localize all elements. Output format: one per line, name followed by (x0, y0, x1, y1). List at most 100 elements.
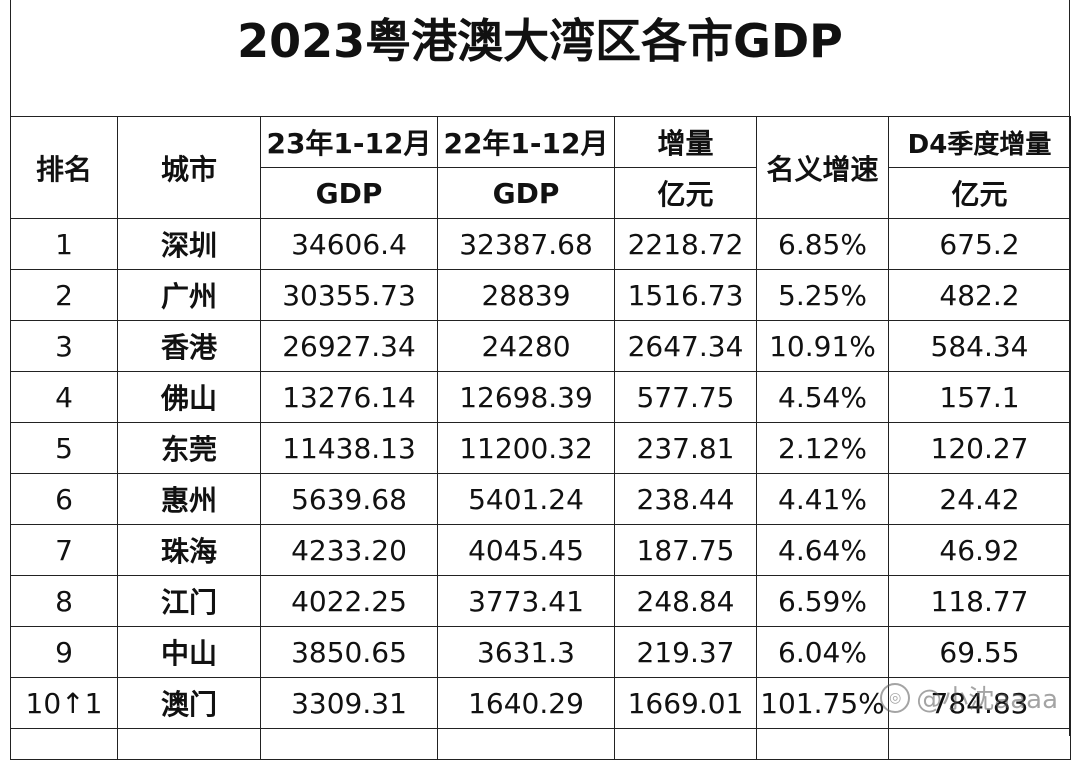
header-row: 排名 城市 23年1-12月 22年1-12月 增量 名义增速 D4季度增量 (10, 116, 1071, 219)
cell-gdp22: 11200.32 (437, 422, 615, 474)
cell-gdp23: 26927.34 (260, 320, 438, 372)
cell-increase: 2647.34 (614, 320, 757, 372)
cell-gdp23: 5639.68 (260, 473, 438, 525)
cell-city: 佛山 (117, 371, 261, 423)
cell-increase: 1516.73 (614, 269, 757, 321)
cell-gdp22: 3773.41 (437, 575, 615, 627)
header-growth: 名义增速 (756, 116, 889, 219)
cell-increase: 237.81 (614, 422, 757, 474)
cell-q4: 120.27 (888, 422, 1071, 474)
weibo-icon: ◎ (880, 682, 911, 713)
cell-partial (117, 728, 261, 760)
cell-gdp22: 24280 (437, 320, 615, 372)
cell-q4: 482.2 (888, 269, 1071, 321)
cell-gdp22: 4045.45 (437, 524, 615, 576)
cell-city: 江门 (117, 575, 261, 627)
cell-city: 深圳 (117, 218, 261, 270)
cell-rank: 5 (10, 422, 118, 474)
cell-gdp22: 3631.3 (437, 626, 615, 678)
watermark: ◎ @小沈aaaa (880, 679, 1058, 716)
header-increase-bottom: 亿元 (614, 167, 757, 219)
table-row: 2 广州 30355.73 28839 1516.73 5.25% 482.2 (10, 269, 1071, 321)
cell-rank: 6 (10, 473, 118, 525)
cell-partial (888, 728, 1071, 760)
cell-rank: 2 (10, 269, 118, 321)
cell-rank: 4 (10, 371, 118, 423)
table-row: 3 香港 26927.34 24280 2647.34 10.91% 584.34 (10, 320, 1071, 372)
table-row-partial (10, 728, 1071, 760)
cell-city: 广州 (117, 269, 261, 321)
cell-gdp22: 28839 (437, 269, 615, 321)
cell-rank: 10↑1 (10, 677, 118, 729)
cell-growth: 6.04% (756, 626, 889, 678)
cell-increase: 238.44 (614, 473, 757, 525)
cell-gdp23: 3309.31 (260, 677, 438, 729)
table-row: 6 惠州 5639.68 5401.24 238.44 4.41% 24.42 (10, 473, 1071, 525)
cell-gdp23: 11438.13 (260, 422, 438, 474)
cell-growth: 4.54% (756, 371, 889, 423)
cell-growth: 4.41% (756, 473, 889, 525)
cell-rank: 9 (10, 626, 118, 678)
cell-rank: 3 (10, 320, 118, 372)
table-row: 9 中山 3850.65 3631.3 219.37 6.04% 69.55 (10, 626, 1071, 678)
cell-increase: 577.75 (614, 371, 757, 423)
header-gdp22-top: 22年1-12月 (437, 116, 615, 168)
cell-q4: 46.92 (888, 524, 1071, 576)
cell-partial (614, 728, 757, 760)
cell-increase: 187.75 (614, 524, 757, 576)
table-row: 1 深圳 34606.4 32387.68 2218.72 6.85% 675.2 (10, 218, 1071, 270)
cell-q4: 69.55 (888, 626, 1071, 678)
header-row-sub: GDP GDP 亿元 亿元 (11, 167, 1071, 219)
cell-increase: 219.37 (614, 626, 757, 678)
cell-partial (10, 728, 118, 760)
table-row: 5 东莞 11438.13 11200.32 237.81 2.12% 120.27 (10, 422, 1071, 474)
header-q4-top: D4季度增量 (888, 116, 1071, 168)
cell-q4: 24.42 (888, 473, 1071, 525)
cell-rank: 8 (10, 575, 118, 627)
cell-increase: 248.84 (614, 575, 757, 627)
cell-growth: 101.75% (756, 677, 889, 729)
cell-partial (260, 728, 438, 760)
cell-q4: 157.1 (888, 371, 1071, 423)
cell-gdp23: 13276.14 (260, 371, 438, 423)
gdp-table: 排名 城市 23年1-12月 22年1-12月 增量 名义增速 D4季度增量 G… (10, 116, 1071, 760)
table-row: 8 江门 4022.25 3773.41 248.84 6.59% 118.77 (10, 575, 1071, 627)
cell-growth: 10.91% (756, 320, 889, 372)
watermark-text: @小沈aaaa (916, 685, 1058, 715)
header-increase-top: 增量 (614, 116, 757, 168)
cell-gdp22: 1640.29 (437, 677, 615, 729)
header-gdp22-bottom: GDP (437, 167, 615, 219)
cell-gdp22: 5401.24 (437, 473, 615, 525)
cell-city: 东莞 (117, 422, 261, 474)
cell-growth: 2.12% (756, 422, 889, 474)
cell-increase: 1669.01 (614, 677, 757, 729)
cell-partial (437, 728, 615, 760)
cell-q4: 118.77 (888, 575, 1071, 627)
cell-increase: 2218.72 (614, 218, 757, 270)
cell-gdp23: 4022.25 (260, 575, 438, 627)
cell-rank: 1 (10, 218, 118, 270)
cell-gdp23: 30355.73 (260, 269, 438, 321)
cell-gdp23: 4233.20 (260, 524, 438, 576)
cell-partial (756, 728, 889, 760)
cell-city: 澳门 (117, 677, 261, 729)
table-row: 7 珠海 4233.20 4045.45 187.75 4.64% 46.92 (10, 524, 1071, 576)
cell-q4: 784.83 (888, 677, 1071, 729)
cell-rank: 7 (10, 524, 118, 576)
cell-gdp22: 12698.39 (437, 371, 615, 423)
page-title: 2023粤港澳大湾区各市GDP (237, 14, 843, 68)
header-gdp23-top: 23年1-12月 (260, 116, 438, 168)
cell-q4: 675.2 (888, 218, 1071, 270)
cell-gdp23: 3850.65 (260, 626, 438, 678)
cell-city: 惠州 (117, 473, 261, 525)
cell-city: 中山 (117, 626, 261, 678)
cell-growth: 4.64% (756, 524, 889, 576)
header-rank: 排名 (10, 116, 118, 219)
cell-gdp23: 34606.4 (260, 218, 438, 270)
cell-city: 香港 (117, 320, 261, 372)
cell-growth: 6.59% (756, 575, 889, 627)
cell-growth: 6.85% (756, 218, 889, 270)
cell-q4: 584.34 (888, 320, 1071, 372)
header-city: 城市 (117, 116, 261, 219)
table-row: 4 佛山 13276.14 12698.39 577.75 4.54% 157.1 (10, 371, 1071, 423)
